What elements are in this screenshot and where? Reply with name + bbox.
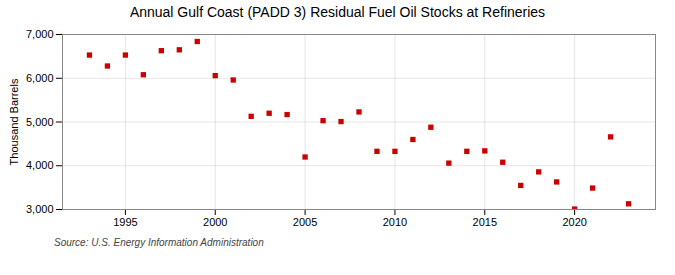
svg-text:6,000: 6,000	[26, 72, 54, 84]
svg-text:7,000: 7,000	[26, 28, 54, 40]
svg-text:2005: 2005	[293, 216, 317, 228]
svg-text:Thousand Barrels: Thousand Barrels	[8, 78, 20, 165]
svg-text:2010: 2010	[383, 216, 407, 228]
svg-text:5,000: 5,000	[26, 116, 54, 128]
svg-text:3,000: 3,000	[26, 203, 54, 215]
svg-text:4,000: 4,000	[26, 159, 54, 171]
svg-text:1995: 1995	[113, 216, 137, 228]
svg-text:2020: 2020	[562, 216, 586, 228]
html-text:Annual Gulf Coast (PADD 3) Res: Annual Gulf Coast (PADD 3) Residual Fuel…	[129, 4, 546, 20]
svg-text:2000: 2000	[203, 216, 227, 228]
html-text:Source: U.S. Energy Informatio: Source: U.S. Energy Information Administ…	[54, 237, 264, 248]
svg-text:2015: 2015	[473, 216, 497, 228]
